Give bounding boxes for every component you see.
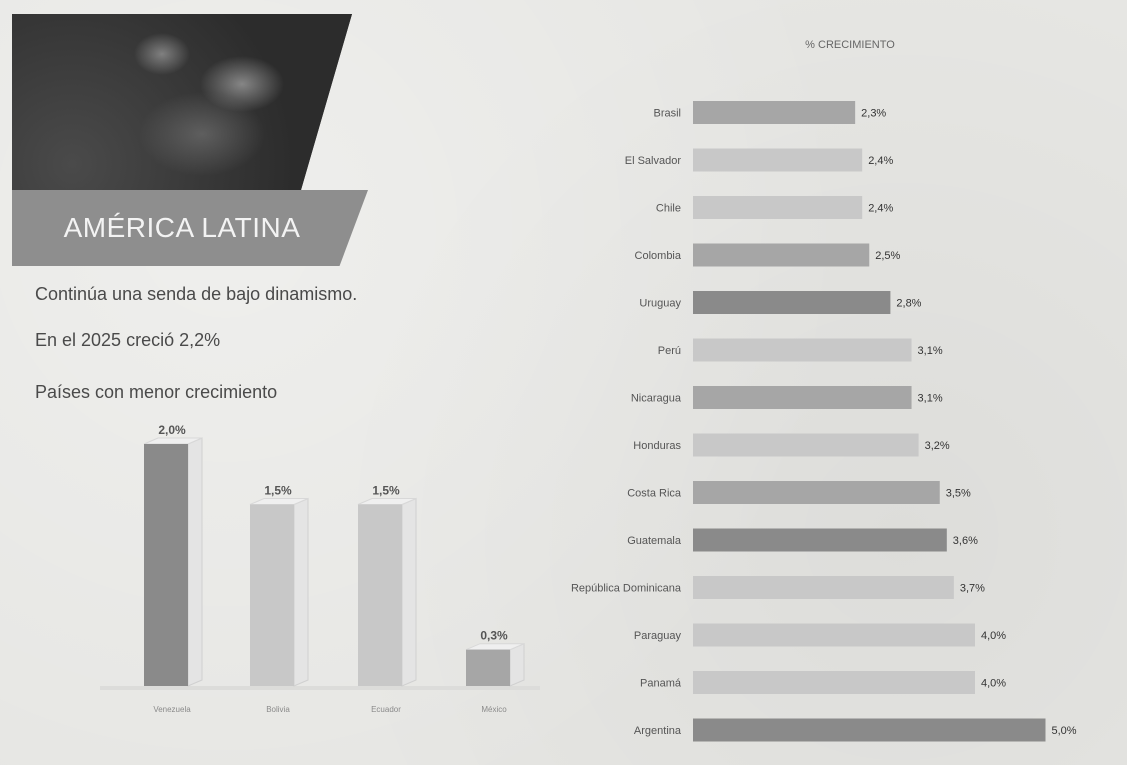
bar xyxy=(693,623,975,647)
category-label: Venezuela xyxy=(153,705,191,714)
satellite-map-image xyxy=(12,14,352,190)
bar-value-label: 1,5% xyxy=(372,484,400,498)
category-label: Uruguay xyxy=(639,298,681,310)
bar-value-label: 3,6% xyxy=(953,535,978,547)
bar xyxy=(693,338,912,362)
category-label: Paraguay xyxy=(634,630,682,642)
bar-side xyxy=(187,437,203,687)
bar xyxy=(358,504,402,686)
bar-value-label: 3,5% xyxy=(946,488,971,500)
title-band xyxy=(12,190,368,266)
bar xyxy=(693,718,1046,742)
bar xyxy=(693,528,947,552)
bar-side xyxy=(401,497,417,687)
chart-title: % CRECIMIENTO xyxy=(805,39,895,51)
category-label: Panamá xyxy=(640,678,682,690)
lowest-growth-bar-chart: 2,0% Venezuela 1,5% Bolivia 1,5% Ecuador 0,3% M… xyxy=(100,423,540,714)
category-label: Argentina xyxy=(634,725,682,737)
bar-value-label: 3,1% xyxy=(918,393,943,405)
bar-value-label: 2,5% xyxy=(875,250,900,262)
lead-line-2: En el 2025 creció 2,2% xyxy=(35,330,221,350)
category-label: Ecuador xyxy=(371,705,401,714)
bar-value-label: 2,0% xyxy=(158,423,186,437)
category-label: Honduras xyxy=(633,440,681,452)
bar xyxy=(693,196,863,219)
category-label: Colombia xyxy=(635,250,682,262)
bar-value-label: 3,7% xyxy=(960,583,985,595)
region-title: AMÉRICA LATINA xyxy=(63,212,301,243)
bar-value-label: 2,3% xyxy=(861,108,886,120)
category-label: México xyxy=(481,705,507,714)
category-label: Brasil xyxy=(653,108,681,120)
bar xyxy=(693,386,912,409)
bar xyxy=(693,101,856,124)
bar xyxy=(693,243,870,267)
category-label: Guatemala xyxy=(627,535,682,547)
growth-bar-chart: % CRECIMIENTO Brasil 2,3% El Salvador 2,4% Ch… xyxy=(571,39,1077,742)
bar xyxy=(693,671,975,694)
category-label: Bolivia xyxy=(266,705,290,714)
bar-value-label: 4,0% xyxy=(981,630,1006,642)
category-label: Nicaragua xyxy=(631,393,682,405)
bar-value-label: 2,4% xyxy=(868,203,893,215)
lead-line-1: Continúa una senda de bajo dinamismo. xyxy=(35,284,358,304)
bar-value-label: 3,1% xyxy=(918,345,943,357)
bar xyxy=(693,576,954,599)
bar-side xyxy=(509,642,525,687)
chart-floor xyxy=(100,686,540,690)
bar xyxy=(693,433,919,457)
category-label: Chile xyxy=(656,203,681,215)
category-label: Costa Rica xyxy=(627,488,682,500)
bar-value-label: 2,8% xyxy=(896,298,921,310)
bar xyxy=(693,291,891,314)
bar-value-label: 2,4% xyxy=(868,155,893,167)
bar-side xyxy=(293,497,309,687)
bar xyxy=(693,481,940,504)
bar xyxy=(466,649,510,686)
bar-value-label: 1,5% xyxy=(264,484,292,498)
category-label: República Dominicana xyxy=(571,583,682,595)
bar xyxy=(693,148,863,172)
bar xyxy=(250,504,294,686)
bar-value-label: 4,0% xyxy=(981,678,1006,690)
category-label: El Salvador xyxy=(625,155,682,167)
bar-value-label: 5,0% xyxy=(1052,725,1077,737)
bar-value-label: 3,2% xyxy=(925,440,950,452)
left-chart-subtitle: Países con menor crecimiento xyxy=(35,382,278,402)
category-label: Perú xyxy=(658,345,681,357)
bar xyxy=(144,444,188,686)
bar-value-label: 0,3% xyxy=(480,629,508,643)
